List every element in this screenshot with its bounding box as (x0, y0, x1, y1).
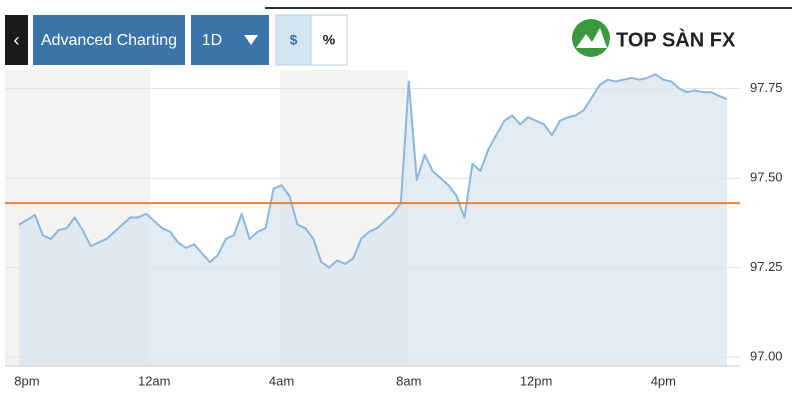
price-line (18, 73, 728, 269)
back-button[interactable] (5, 15, 28, 65)
advanced-charting-button[interactable] (33, 15, 185, 65)
x-tick-label: 12pm (520, 373, 553, 388)
logo: TOP SÀN FX (572, 19, 736, 57)
x-tick-label: 4pm (651, 373, 676, 388)
dollar-label: $ (290, 32, 298, 48)
dropdown-arrow (244, 35, 258, 45)
button-label: Advanced Charting (41, 32, 177, 49)
range-label: 1D (202, 32, 222, 49)
percent-label: % (323, 32, 336, 48)
dollar-toggle[interactable] (275, 14, 312, 66)
y-tick-label: 97.25 (750, 259, 783, 274)
area-fill (19, 74, 727, 366)
range-dropdown[interactable] (191, 15, 269, 65)
logo-text: TOP SÀN FX (616, 28, 736, 51)
toolbar: ‹ Advanced Charting 1D $ % (5, 14, 348, 66)
percent-toggle[interactable] (310, 14, 348, 66)
y-tick-label: 97.00 (750, 348, 783, 363)
logo-mountain (576, 28, 607, 48)
x-tick-label: 12am (138, 373, 171, 388)
x-tick-label: 8am (396, 373, 421, 388)
y-tick-label: 97.75 (750, 80, 783, 95)
x-tick-label: 4am (269, 373, 294, 388)
x-tick-label: 8pm (14, 373, 39, 388)
logo-icon (572, 19, 610, 57)
back-icon: ‹ (14, 30, 20, 50)
y-tick-label: 97.50 (750, 170, 783, 185)
